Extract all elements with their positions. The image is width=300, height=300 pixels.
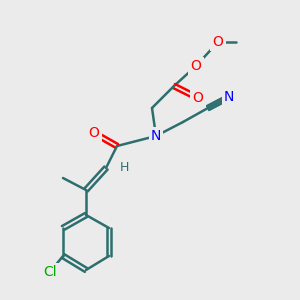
Text: Cl: Cl [43, 265, 57, 279]
Text: O: O [193, 91, 203, 105]
Text: O: O [88, 126, 99, 140]
Text: O: O [213, 35, 224, 49]
Text: N: N [224, 90, 234, 104]
Text: O: O [190, 59, 201, 73]
Text: H: H [120, 161, 129, 174]
Text: N: N [151, 129, 161, 143]
